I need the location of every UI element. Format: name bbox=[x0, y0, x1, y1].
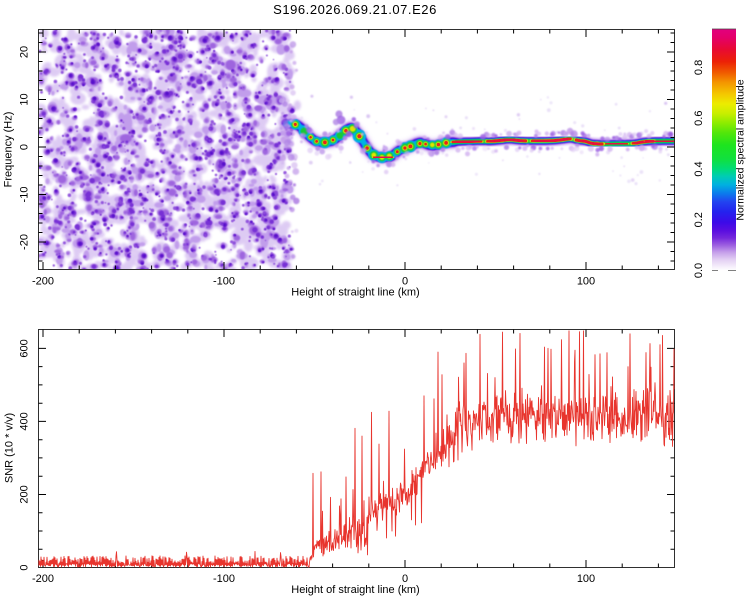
svg-text:0: 0 bbox=[402, 573, 408, 585]
svg-text:-100: -100 bbox=[213, 573, 235, 585]
svg-text:-200: -200 bbox=[32, 276, 54, 288]
svg-text:-100: -100 bbox=[213, 276, 235, 288]
svg-text:S196.2026.069.21.07.E26: S196.2026.069.21.07.E26 bbox=[273, 2, 437, 17]
svg-text:-10: -10 bbox=[19, 187, 31, 203]
svg-text:-20: -20 bbox=[19, 234, 31, 250]
svg-text:Normalized spectral amplitude: Normalized spectral amplitude bbox=[735, 79, 747, 220]
svg-text:SNR (10 * v/v): SNR (10 * v/v) bbox=[4, 413, 16, 483]
svg-text:-200: -200 bbox=[32, 573, 54, 585]
svg-text:600: 600 bbox=[19, 339, 31, 357]
svg-text:100: 100 bbox=[577, 276, 595, 288]
svg-text:400: 400 bbox=[19, 412, 31, 430]
svg-text:Height of straight line (km): Height of straight line (km) bbox=[291, 287, 419, 299]
svg-text:0: 0 bbox=[19, 564, 31, 570]
svg-text:0: 0 bbox=[19, 144, 31, 150]
svg-text:0.0: 0.0 bbox=[693, 263, 705, 278]
svg-text:0.4: 0.4 bbox=[693, 161, 705, 176]
svg-text:Frequency (Hz): Frequency (Hz) bbox=[3, 112, 15, 188]
svg-text:200: 200 bbox=[19, 485, 31, 503]
svg-text:0.6: 0.6 bbox=[693, 111, 705, 126]
svg-text:100: 100 bbox=[577, 573, 595, 585]
svg-text:0.8: 0.8 bbox=[693, 60, 705, 75]
svg-text:0.2: 0.2 bbox=[693, 212, 705, 227]
svg-text:0: 0 bbox=[402, 276, 408, 288]
svg-text:Height of straight line (km): Height of straight line (km) bbox=[291, 584, 419, 596]
svg-text:10: 10 bbox=[19, 93, 31, 105]
svg-text:20: 20 bbox=[19, 46, 31, 58]
